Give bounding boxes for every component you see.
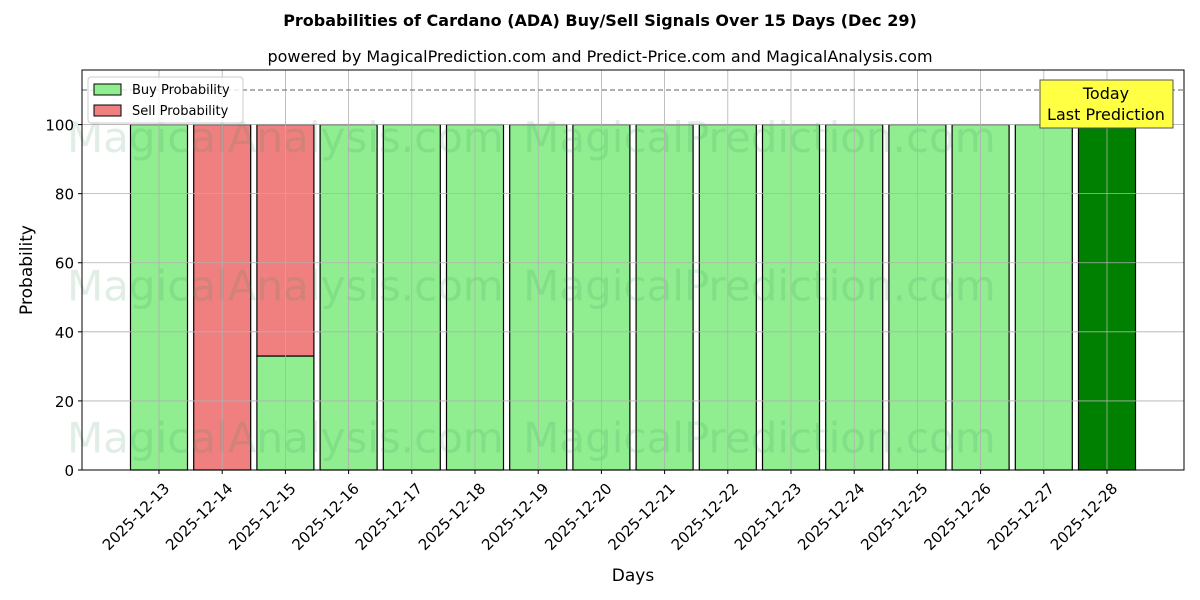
y-axis-label: Probability	[17, 225, 37, 315]
legend	[87, 76, 244, 124]
watermark: MagicalPrediction.com	[523, 414, 996, 463]
chart-title: Probabilities of Cardano (ADA) Buy/Sell …	[283, 11, 917, 30]
legend-swatch-0	[93, 83, 122, 96]
watermark: MagicalPrediction.com	[523, 262, 996, 311]
x-tick-label: 2025-12-15	[225, 480, 299, 554]
x-tick-label: 2025-12-16	[288, 480, 362, 554]
x-tick-label: 2025-12-19	[478, 480, 552, 554]
x-tick-label: 2025-12-27	[984, 480, 1058, 554]
chart-subtitle: powered by MagicalPrediction.com and Pre…	[267, 47, 932, 66]
x-tick-label: 2025-12-18	[415, 480, 489, 554]
x-tick-label: 2025-12-20	[541, 480, 615, 554]
x-tick-label: 2025-12-26	[920, 480, 994, 554]
y-tick-label: 20	[55, 393, 74, 411]
y-tick-label: 80	[55, 186, 74, 204]
x-tick-label: 2025-12-24	[794, 480, 868, 554]
y-tick-label: 40	[55, 324, 74, 342]
annotation-line2: Last Prediction	[1047, 105, 1165, 124]
annotation-line1: Today	[1082, 84, 1129, 103]
legend-label: Sell Probability	[132, 104, 229, 119]
x-axis-label: Days	[612, 566, 655, 586]
plot-frame	[81, 69, 1185, 471]
y-tick-label: 60	[55, 255, 74, 273]
x-tick-label: 2025-12-21	[604, 480, 678, 554]
today-annotation-box	[1039, 79, 1174, 129]
legend-label: Buy Probability	[132, 83, 230, 98]
x-tick-label: 2025-12-14	[162, 480, 236, 554]
x-tick-label: 2025-12-23	[731, 480, 805, 554]
x-tick-label: 2025-12-25	[857, 480, 931, 554]
x-tick-label: 2025-12-17	[352, 480, 426, 554]
x-tick-label: 2025-12-28	[1047, 480, 1121, 554]
y-tick-label: 100	[45, 117, 74, 135]
legend-swatch-1	[93, 104, 122, 117]
y-tick-label: 0	[64, 462, 74, 480]
x-tick-label: 2025-12-13	[99, 480, 173, 554]
watermark: MagicalPrediction.com	[523, 113, 996, 162]
x-tick-label: 2025-12-22	[668, 480, 742, 554]
